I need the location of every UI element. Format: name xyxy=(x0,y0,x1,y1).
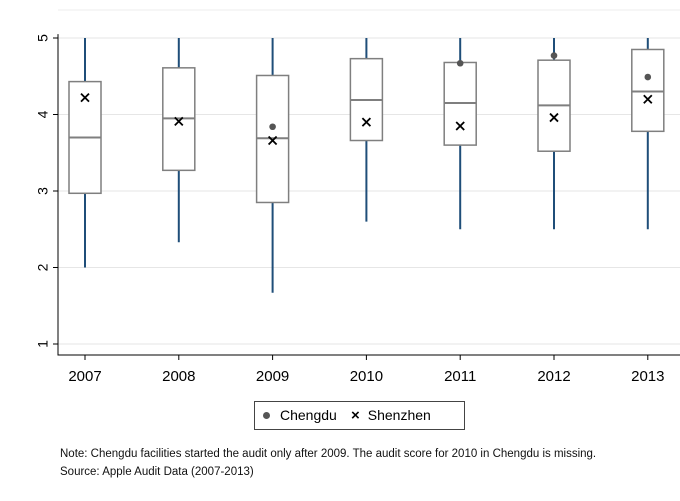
y-tick-label: 4 xyxy=(35,110,51,118)
x-tick-label: 2013 xyxy=(631,368,664,385)
x-tick-label: 2008 xyxy=(162,368,195,385)
legend: Chengdu × Shenzhen xyxy=(254,401,465,430)
shenzhen-point xyxy=(267,135,278,146)
shenzhen-point xyxy=(643,94,653,104)
chengdu-point xyxy=(550,52,558,59)
x-tick-label: 2007 xyxy=(68,368,101,385)
shenzhen-point xyxy=(549,112,559,123)
shenzhen-point xyxy=(174,116,184,127)
chengdu-marker-icon xyxy=(263,411,270,419)
y-tick-label: 3 xyxy=(35,187,51,195)
box xyxy=(631,48,665,133)
shenzhen-marker-icon: × xyxy=(351,406,360,424)
legend-label-chengdu: Chengdu xyxy=(280,407,337,423)
source-text: Source: Apple Audit Data (2007-2013) xyxy=(60,466,254,478)
shenzhen-point xyxy=(80,93,90,103)
x-tick-label: 2011 xyxy=(444,368,476,385)
y-tick-label: 2 xyxy=(35,263,51,271)
x-tick-label: 2010 xyxy=(350,368,383,385)
chengdu-point xyxy=(269,123,276,131)
box-plot-chart: 1 2 3 4 5 2007 2008 2009 2010 2011 2012 2013 xyxy=(35,9,680,385)
chengdu-point xyxy=(644,73,652,81)
legend-item-chengdu: Chengdu xyxy=(263,407,337,423)
y-tick-label: 5 xyxy=(35,34,51,42)
x-tick-label: 2012 xyxy=(537,368,570,385)
x-tick-label: 2009 xyxy=(256,368,289,385)
legend-label-shenzhen: Shenzhen xyxy=(367,407,431,423)
chengdu-point xyxy=(456,59,464,67)
legend-item-shenzhen: × Shenzhen xyxy=(351,407,431,423)
shenzhen-point xyxy=(455,121,465,131)
y-tick-label: 1 xyxy=(35,340,51,348)
note-text: Note: Chengdu facilities started the aud… xyxy=(60,448,597,460)
shenzhen-point xyxy=(361,117,372,127)
